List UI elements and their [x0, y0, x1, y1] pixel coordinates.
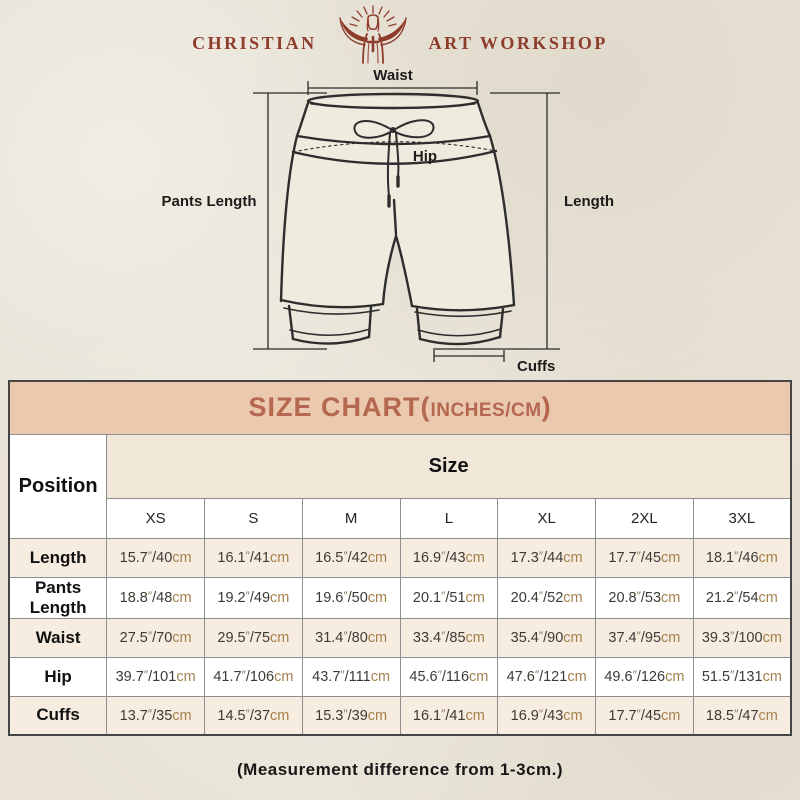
- table-row: Hip 39.7″/101cm 41.7″/106cm 43.7″/111cm 45.6…: [8, 656, 792, 697]
- size-columns-row: XS S M L XL 2XL 3XL: [9, 497, 792, 539]
- size-col-header: M: [301, 497, 401, 539]
- size-col-header: 2XL: [595, 497, 694, 539]
- measurement-cell: 39.3″/100cm: [692, 617, 792, 658]
- row-label: Waist: [8, 617, 108, 658]
- cuffs-label: Cuffs: [517, 358, 555, 375]
- measurement-cell: 27.5″/70cm: [106, 617, 205, 658]
- measurement-cell: 16.1″/41cm: [204, 537, 303, 578]
- measurement-cell: 18.8″/48cm: [106, 576, 205, 619]
- size-chart-title: SIZE CHART(INCHES/CM): [8, 380, 792, 435]
- table-row: Waist 27.5″/70cm 29.5″/75cm 31.4″/80cm 33.4″…: [8, 617, 792, 658]
- measurement-cell: 14.5″/37cm: [204, 695, 303, 736]
- measurement-cell: 15.7″/40cm: [106, 537, 205, 578]
- size-chart-title-row: SIZE CHART(INCHES/CM): [8, 380, 792, 435]
- measurement-cell: 29.5″/75cm: [204, 617, 303, 658]
- measurement-cell: 16.9″/43cm: [497, 695, 596, 736]
- size-col-header: XL: [497, 497, 596, 539]
- title-units: INCHES/CM: [430, 400, 542, 422]
- table-row: Pants Length 18.8″/48cm 19.2″/49cm 19.6″/50…: [8, 576, 792, 619]
- measurement-cell: 13.7″/35cm: [106, 695, 205, 736]
- size-col-header: S: [204, 497, 303, 539]
- waist-label: Waist: [373, 67, 412, 84]
- size-header: Size: [106, 433, 792, 499]
- measurement-cell: 15.3″/39cm: [301, 695, 401, 736]
- measurement-note: (Measurement difference from 1-3cm.): [237, 760, 563, 779]
- measurement-cell: 47.6″/121cm: [497, 656, 596, 697]
- measurement-cell: 21.2″/54cm: [692, 576, 792, 619]
- size-col-header: XS: [106, 497, 205, 539]
- row-label: Pants Length: [8, 576, 108, 619]
- measurement-cell: 31.4″/80cm: [301, 617, 401, 658]
- measurement-cell: 17.7″/45cm: [595, 695, 694, 736]
- position-header: Position: [8, 433, 108, 539]
- brand-name-left: CHRISTIAN: [192, 33, 317, 53]
- size-chart-table: SIZE CHART(INCHES/CM) Position Size XS S M…: [8, 380, 792, 736]
- measurement-cell: 37.4″/95cm: [595, 617, 694, 658]
- measurement-cell: 16.1″/41cm: [399, 695, 499, 736]
- measurement-cell: 43.7″/111cm: [301, 656, 401, 697]
- length-label: Length: [564, 193, 614, 210]
- title-suffix: ): [541, 392, 552, 423]
- shorts-measurement-diagram: Waist Hip Pants Length Length Cuffs: [161, 67, 614, 375]
- measurement-cell: 20.8″/53cm: [595, 576, 694, 619]
- row-label: Hip: [8, 656, 108, 697]
- hip-label: Hip: [413, 148, 437, 165]
- jesus-logo-icon: [338, 5, 407, 64]
- measurement-cell: 17.3″/44cm: [497, 537, 596, 578]
- measurement-cell: 16.9″/43cm: [399, 537, 499, 578]
- measurement-cell: 33.4″/85cm: [399, 617, 499, 658]
- measurement-cell: 49.6″/126cm: [595, 656, 694, 697]
- table-header-row: Position Size: [8, 433, 792, 539]
- size-col-header: 3XL: [692, 497, 792, 539]
- measurement-cell: 45.6″/116cm: [399, 656, 499, 697]
- brand-name-right: ART WORKSHOP: [428, 33, 608, 53]
- brand-header: CHRISTIAN: [0, 4, 800, 64]
- measurement-cell: 17.7″/45cm: [595, 537, 694, 578]
- measurement-cell: 35.4″/90cm: [497, 617, 596, 658]
- measurement-cell: 19.6″/50cm: [301, 576, 401, 619]
- measurement-cell: 41.7″/106cm: [204, 656, 303, 697]
- drawstring: [353, 119, 435, 208]
- title-prefix: SIZE CHART(: [248, 392, 431, 423]
- pants-length-label: Pants Length: [161, 193, 256, 210]
- measurement-cell: 20.1″/51cm: [399, 576, 499, 619]
- size-table-body: SIZE CHART(INCHES/CM) Position Size XS S M…: [8, 380, 792, 736]
- row-label: Length: [8, 537, 108, 578]
- row-label: Cuffs: [8, 695, 108, 736]
- table-row: Cuffs 13.7″/35cm 14.5″/37cm 15.3″/39cm 16.1″…: [8, 695, 792, 736]
- size-col-header: L: [399, 497, 499, 539]
- measurement-cell: 18.1″/46cm: [692, 537, 792, 578]
- measurement-cell: 51.5″/131cm: [692, 656, 792, 697]
- shorts-silhouette: [281, 96, 514, 311]
- measurement-cell: 18.5″/47cm: [692, 695, 792, 736]
- measurement-cell: 16.5″/42cm: [301, 537, 401, 578]
- measurement-cell: 39.7″/101cm: [106, 656, 205, 697]
- measurement-cell: 19.2″/49cm: [204, 576, 303, 619]
- measurement-cell: 20.4″/52cm: [497, 576, 596, 619]
- table-row: Length 15.7″/40cm 16.1″/41cm 16.5″/42cm 16.9…: [8, 537, 792, 578]
